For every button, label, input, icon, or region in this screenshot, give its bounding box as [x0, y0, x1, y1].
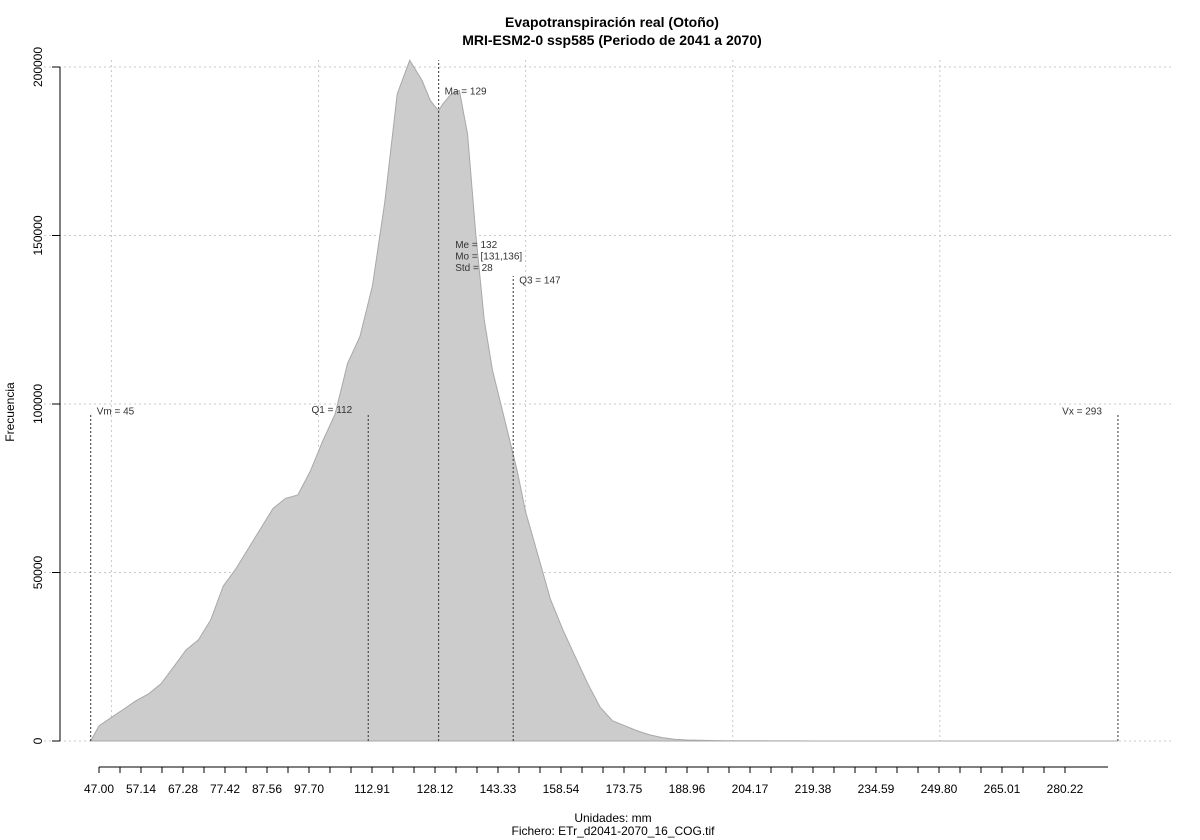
- marker-label: Q3 = 147: [519, 275, 561, 286]
- marker-label: Vm = 45: [97, 407, 135, 418]
- y-tick-label: 150000: [31, 215, 45, 255]
- stats-label: Me = 132: [455, 240, 497, 251]
- x-tick-label: 158.54: [543, 782, 580, 796]
- marker-label: Vx = 293: [1062, 407, 1102, 418]
- x-tick-label: 112.91: [354, 782, 390, 796]
- x-tick-label: 128.12: [417, 782, 454, 796]
- x-tick-label: 57.14: [126, 782, 156, 796]
- y-axis-label: Frecuencia: [3, 382, 17, 442]
- x-tick-label: 47.00: [84, 782, 114, 796]
- x-tick-label: 67.28: [168, 782, 198, 796]
- chart-subtitle: MRI-ESM2-0 ssp585 (Periodo de 2041 a 207…: [462, 32, 762, 48]
- y-tick-label: 50000: [31, 555, 45, 589]
- x-tick-label: 204.17: [732, 782, 769, 796]
- marker-label: Ma = 129: [445, 87, 487, 98]
- x-tick-label: 87.56: [252, 782, 282, 796]
- density-area: [89, 59, 1118, 742]
- chart-title: Evapotranspiración real (Otoño): [505, 14, 719, 30]
- x-tick-label: 219.38: [795, 782, 832, 796]
- marker-label: Q1 = 112: [312, 405, 353, 416]
- x-tick-label: 188.96: [669, 782, 706, 796]
- stats-label: Mo = [131,136]: [455, 251, 522, 262]
- x-axis-label: Unidades: mm: [574, 811, 651, 825]
- x-tick-label: 173.75: [606, 782, 643, 796]
- x-tick-label: 97.70: [294, 782, 324, 796]
- y-tick-label: 100000: [31, 384, 45, 424]
- stats-label: Std = 28: [455, 263, 493, 274]
- file-footer: Fichero: ETr_d2041-2070_16_COG.tif: [512, 824, 716, 838]
- y-tick-label: 200000: [31, 47, 45, 87]
- y-axis: 0 50000 100000 150000 200000: [31, 47, 61, 744]
- density-series: [89, 59, 1118, 742]
- x-tick-label: 234.59: [858, 782, 895, 796]
- x-tick-label: 77.42: [210, 782, 240, 796]
- x-tick-label: 265.01: [984, 782, 1021, 796]
- x-tick-label: 280.22: [1047, 782, 1084, 796]
- x-tick-label: 143.33: [480, 782, 517, 796]
- x-axis: 47.00 57.14 67.28 77.42 87.56 97.70 112.91 128.…: [84, 766, 1108, 796]
- x-tick-label: 249.80: [921, 782, 958, 796]
- stat-markers: Vm = 45 Q1 = 112 Ma = 129 Q3 = 147 Vx = 293 M…: [90, 60, 1119, 741]
- y-tick-label: 0: [31, 737, 45, 744]
